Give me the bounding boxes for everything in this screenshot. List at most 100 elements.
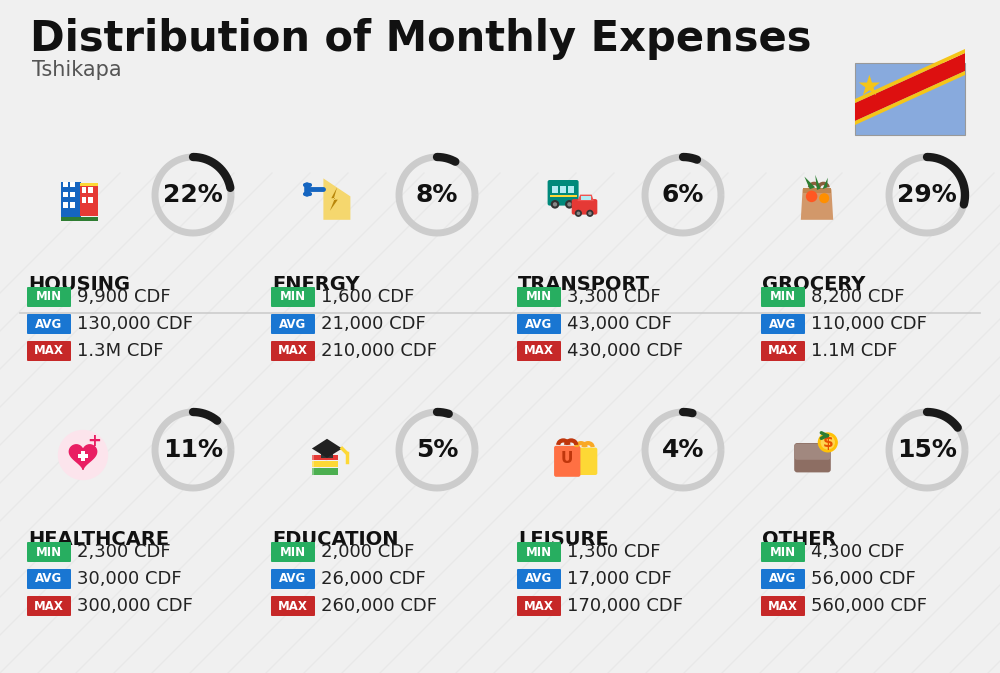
FancyBboxPatch shape: [88, 197, 93, 203]
Text: 1,600 CDF: 1,600 CDF: [321, 288, 414, 306]
FancyBboxPatch shape: [794, 444, 831, 460]
Text: 4%: 4%: [662, 438, 704, 462]
FancyBboxPatch shape: [27, 341, 71, 361]
Text: GROCERY: GROCERY: [762, 275, 865, 294]
Text: AVG: AVG: [525, 318, 553, 330]
FancyBboxPatch shape: [794, 443, 831, 472]
Text: 17,000 CDF: 17,000 CDF: [567, 570, 672, 588]
FancyBboxPatch shape: [517, 287, 561, 307]
FancyBboxPatch shape: [761, 596, 805, 616]
FancyBboxPatch shape: [560, 186, 566, 192]
FancyBboxPatch shape: [63, 192, 68, 197]
FancyBboxPatch shape: [761, 569, 805, 589]
Text: 4,300 CDF: 4,300 CDF: [811, 543, 905, 561]
Text: MAX: MAX: [524, 600, 554, 612]
Text: +: +: [88, 432, 101, 450]
FancyBboxPatch shape: [761, 542, 805, 562]
Text: 430,000 CDF: 430,000 CDF: [567, 342, 683, 360]
Circle shape: [577, 211, 580, 215]
FancyBboxPatch shape: [517, 341, 561, 361]
Text: 15%: 15%: [897, 438, 957, 462]
Polygon shape: [855, 49, 965, 103]
Polygon shape: [69, 445, 97, 470]
Text: OTHER: OTHER: [762, 530, 836, 549]
FancyBboxPatch shape: [312, 462, 338, 467]
Text: 110,000 CDF: 110,000 CDF: [811, 315, 927, 333]
Text: 9,900 CDF: 9,900 CDF: [77, 288, 171, 306]
Polygon shape: [330, 187, 338, 211]
Text: 300,000 CDF: 300,000 CDF: [77, 597, 193, 615]
Text: MAX: MAX: [524, 345, 554, 357]
FancyBboxPatch shape: [27, 596, 71, 616]
FancyBboxPatch shape: [550, 195, 577, 197]
Text: AVG: AVG: [769, 573, 797, 586]
Text: 1.1M CDF: 1.1M CDF: [811, 342, 897, 360]
FancyBboxPatch shape: [63, 202, 68, 207]
Text: LEISURE: LEISURE: [518, 530, 609, 549]
Text: MAX: MAX: [34, 345, 64, 357]
FancyBboxPatch shape: [321, 450, 333, 458]
Circle shape: [588, 211, 592, 215]
Text: 2,300 CDF: 2,300 CDF: [77, 543, 171, 561]
Text: AVG: AVG: [525, 573, 553, 586]
Text: MIN: MIN: [36, 291, 62, 304]
Text: HEALTHCARE: HEALTHCARE: [28, 530, 169, 549]
Text: AVG: AVG: [35, 573, 63, 586]
FancyBboxPatch shape: [271, 341, 315, 361]
Text: MIN: MIN: [280, 291, 306, 304]
Polygon shape: [855, 53, 965, 121]
Circle shape: [551, 200, 559, 209]
FancyBboxPatch shape: [271, 314, 315, 334]
FancyBboxPatch shape: [803, 188, 831, 192]
Text: 30,000 CDF: 30,000 CDF: [77, 570, 182, 588]
Text: 210,000 CDF: 210,000 CDF: [321, 342, 437, 360]
Text: MIN: MIN: [770, 546, 796, 559]
Text: 43,000 CDF: 43,000 CDF: [567, 315, 672, 333]
FancyBboxPatch shape: [70, 192, 75, 197]
FancyBboxPatch shape: [70, 202, 75, 207]
FancyBboxPatch shape: [548, 180, 579, 205]
FancyBboxPatch shape: [517, 569, 561, 589]
Text: MIN: MIN: [36, 546, 62, 559]
Text: 26,000 CDF: 26,000 CDF: [321, 570, 426, 588]
Text: 8,200 CDF: 8,200 CDF: [811, 288, 904, 306]
FancyBboxPatch shape: [761, 341, 805, 361]
Text: MIN: MIN: [526, 546, 552, 559]
Text: 2,000 CDF: 2,000 CDF: [321, 543, 414, 561]
Text: $: $: [822, 435, 833, 450]
FancyBboxPatch shape: [312, 468, 314, 474]
Text: 260,000 CDF: 260,000 CDF: [321, 597, 437, 615]
FancyBboxPatch shape: [27, 542, 71, 562]
Text: Distribution of Monthly Expenses: Distribution of Monthly Expenses: [30, 18, 812, 60]
FancyBboxPatch shape: [761, 314, 805, 334]
Circle shape: [818, 432, 838, 452]
FancyBboxPatch shape: [581, 196, 591, 200]
Text: MAX: MAX: [768, 600, 798, 612]
Text: 170,000 CDF: 170,000 CDF: [567, 597, 683, 615]
Text: 1,300 CDF: 1,300 CDF: [567, 543, 660, 561]
FancyBboxPatch shape: [61, 217, 98, 221]
Polygon shape: [577, 194, 594, 201]
FancyBboxPatch shape: [80, 183, 98, 186]
Text: 21,000 CDF: 21,000 CDF: [321, 315, 426, 333]
FancyBboxPatch shape: [568, 186, 574, 192]
FancyBboxPatch shape: [78, 454, 88, 458]
FancyBboxPatch shape: [517, 542, 561, 562]
Circle shape: [819, 193, 829, 203]
FancyBboxPatch shape: [27, 569, 71, 589]
Circle shape: [586, 210, 594, 217]
Text: ENERGY: ENERGY: [272, 275, 360, 294]
Polygon shape: [323, 178, 350, 220]
Polygon shape: [815, 175, 821, 190]
FancyBboxPatch shape: [312, 455, 314, 460]
FancyBboxPatch shape: [575, 448, 597, 475]
Circle shape: [565, 200, 574, 209]
Text: AVG: AVG: [35, 318, 63, 330]
FancyBboxPatch shape: [82, 187, 86, 192]
Text: MIN: MIN: [526, 291, 552, 304]
Text: MAX: MAX: [34, 600, 64, 612]
Text: 3,300 CDF: 3,300 CDF: [567, 288, 661, 306]
Text: MAX: MAX: [278, 345, 308, 357]
Circle shape: [567, 202, 572, 207]
Text: AVG: AVG: [279, 573, 307, 586]
